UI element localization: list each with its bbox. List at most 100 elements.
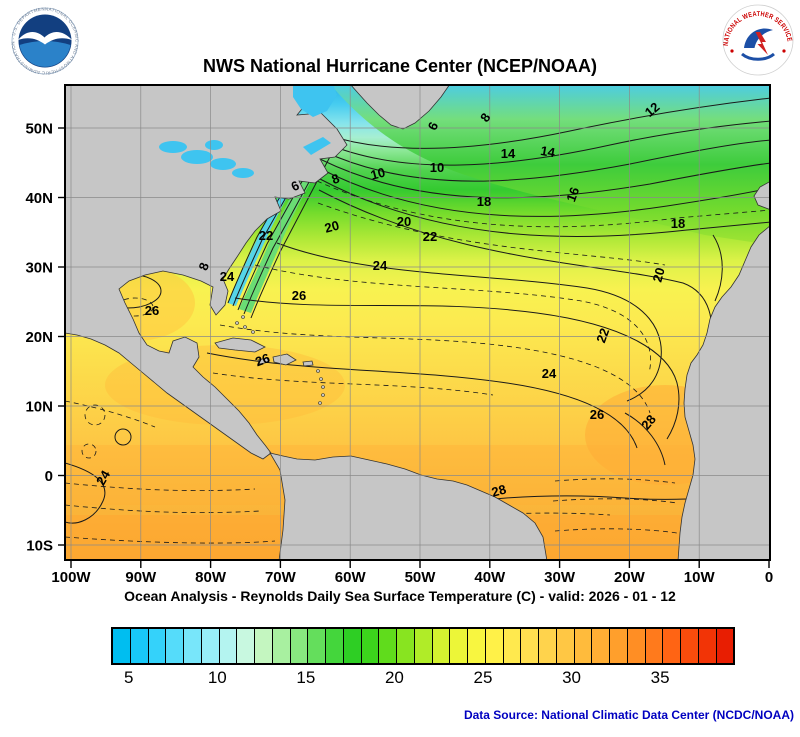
contour-label: 16 — [563, 185, 582, 204]
contour-label: 10 — [369, 165, 387, 183]
contour-label: 20 — [650, 266, 668, 284]
colorbar-cell — [379, 629, 397, 663]
lon-tick-label: 90W — [125, 569, 157, 586]
colorbar-cell — [610, 629, 628, 663]
colorbar-cell — [343, 629, 362, 663]
colorbar-cell — [681, 629, 699, 663]
lat-tick-label: 10S — [26, 538, 53, 555]
contour-label: 10 — [430, 160, 444, 175]
colorbar-cell — [255, 629, 273, 663]
lat-tick-label: 10N — [25, 399, 53, 416]
colorbar-cell — [272, 629, 291, 663]
contour-label: 24 — [542, 366, 557, 381]
colorbar-cell — [130, 629, 149, 663]
contour-label: 22 — [593, 326, 612, 345]
colorbar-cell — [326, 629, 344, 663]
colorbar-cell — [556, 629, 575, 663]
lat-tick-label: 50N — [25, 121, 53, 138]
colorbar-cell — [237, 629, 255, 663]
contour-label: 20 — [397, 214, 411, 229]
contour-label: 8 — [329, 170, 341, 187]
landmasses — [65, 85, 770, 560]
lon-tick-label: 100W — [51, 569, 91, 586]
contour-label: 28 — [490, 482, 508, 500]
colorbar-cell — [148, 629, 167, 663]
temperature-colorbar — [111, 627, 735, 665]
colorbar-tick-label: 5 — [123, 668, 134, 687]
land-greenland — [350, 85, 450, 130]
gulf-st-lawrence — [303, 137, 331, 155]
contour-label: 24 — [220, 269, 235, 284]
contour-label: 26 — [253, 350, 272, 369]
island-hispaniola — [272, 353, 297, 366]
colorbar-cell — [414, 629, 433, 663]
island-cuba — [214, 337, 266, 353]
colorbar-tick-label: 10 — [207, 668, 227, 687]
colorbar-cell — [645, 629, 664, 663]
lon-tick-label: 60W — [335, 569, 367, 586]
analysis-caption: Ocean Analysis - Reynolds Daily Sea Surf… — [124, 588, 676, 604]
lon-tick-label: 10W — [684, 569, 716, 586]
colorbar-tick-labels: 5 10 15 20 25 30 35 — [111, 668, 731, 690]
colorbar-cell — [308, 629, 326, 663]
nws-lightning-icon — [755, 32, 768, 55]
colorbar-tick-label: 35 — [650, 668, 670, 687]
colorbar-cell — [521, 629, 539, 663]
land-africa — [677, 225, 770, 560]
page-title: NWS National Hurricane Center (NCEP/NOAA… — [202, 56, 598, 76]
lon-tick-label: 80W — [195, 569, 227, 586]
colorbar-cell — [166, 629, 184, 663]
noaa-logo: NATIONAL OCEANIC AND ATMOSPHERIC ADMINIS… — [10, 6, 79, 76]
data-source-note: Data Source: National Climatic Data Cent… — [463, 708, 794, 722]
great-lakes — [159, 140, 254, 178]
colorbar-cell — [698, 629, 717, 663]
lon-tick-label: 70W — [265, 569, 297, 586]
noaa-gull-icon — [18, 31, 72, 45]
colorbar-cell — [361, 629, 380, 663]
lon-tick-label: 30W — [544, 569, 576, 586]
contour-label: 14 — [501, 146, 516, 161]
colorbar-cell — [219, 629, 238, 663]
land-north-america — [65, 85, 348, 460]
contour-label: 18 — [671, 216, 685, 231]
colorbar-tick-label: 15 — [296, 668, 316, 687]
contour-label: 26 — [292, 288, 306, 303]
colorbar-cell — [716, 629, 734, 663]
lon-tick-label: 50W — [405, 569, 437, 586]
land-south-america — [269, 452, 548, 560]
colorbar-cell — [468, 629, 486, 663]
lon-tick-label: 0 — [765, 569, 773, 586]
contour-label: 22 — [259, 228, 273, 243]
colorbar-cell — [592, 629, 610, 663]
hudson-bay — [293, 85, 337, 117]
colorbar-cell — [432, 629, 451, 663]
contour-label: 22 — [423, 229, 437, 244]
longitude-axis-labels: 100W 90W 80W 70W 60W 50W 40W 30W 20W 10W 0 — [51, 569, 773, 586]
lat-tick-label: 20N — [25, 329, 53, 346]
colorbar-cell — [627, 629, 646, 663]
contour-label: 24 — [373, 258, 388, 273]
colorbar-cell — [397, 629, 415, 663]
colorbar-tick-label: 20 — [384, 668, 404, 687]
island-chains — [235, 315, 325, 405]
colorbar-cell — [574, 629, 593, 663]
latitude-axis-labels: 50N 40N 30N 20N 10N 0 10S — [25, 121, 53, 555]
contour-label: 8 — [195, 260, 212, 272]
nws-logo: NATIONAL WEATHER SERVICE — [722, 4, 794, 76]
axis-ticks — [58, 127, 770, 568]
map-border — [64, 84, 771, 561]
colorbar-tick-label: 30 — [562, 668, 582, 687]
nws-swoosh-icon — [744, 28, 773, 48]
contour-label: 20 — [323, 218, 341, 236]
colorbar-tick-label: 25 — [473, 668, 493, 687]
gridlines — [65, 85, 770, 560]
colorbar-cell — [485, 629, 504, 663]
colorbar-cell — [503, 629, 522, 663]
contour-label: 14 — [539, 143, 557, 160]
lat-tick-label: 0 — [45, 468, 53, 485]
colorbar-cell — [201, 629, 220, 663]
contour-label: 26 — [590, 407, 604, 422]
lon-tick-label: 40W — [474, 569, 506, 586]
